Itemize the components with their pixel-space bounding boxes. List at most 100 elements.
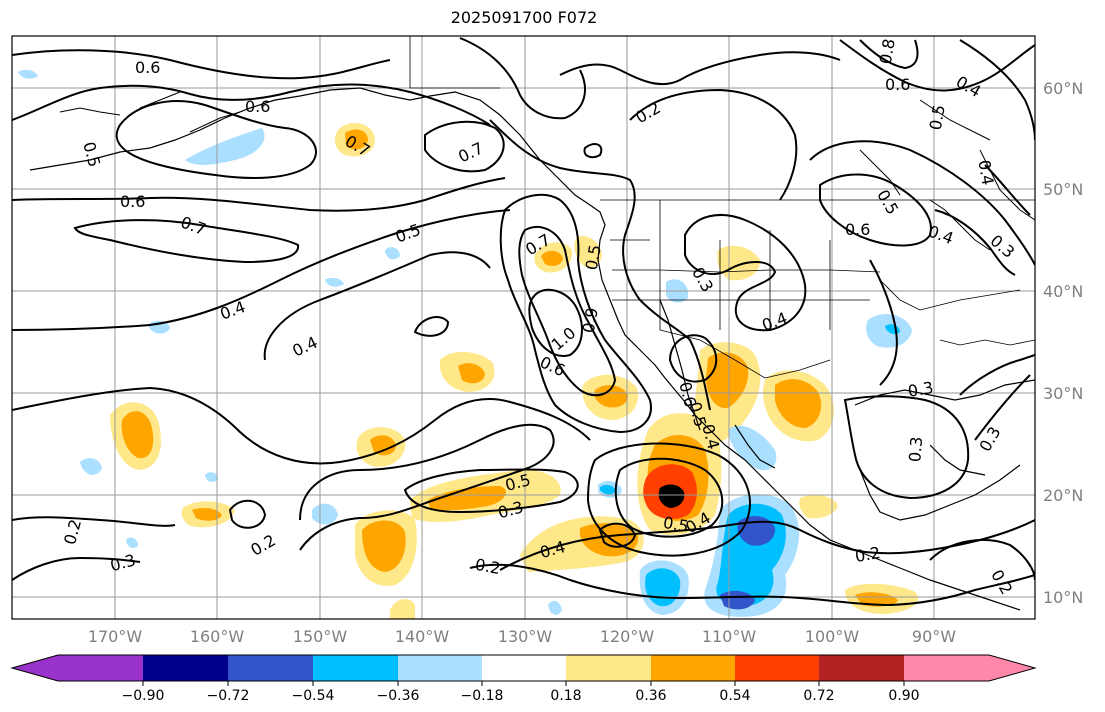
colorbar-tick-label: 0.18 <box>550 688 581 704</box>
colorbar-segment <box>482 655 566 681</box>
contour <box>459 37 586 120</box>
contour <box>668 334 718 383</box>
contour-label: 0.2 <box>853 543 881 566</box>
shade-positive <box>799 494 838 519</box>
colorbar-tick-label: 0.90 <box>888 688 919 704</box>
lon-label: 100°W <box>805 627 860 646</box>
shade-negative <box>312 503 338 525</box>
contour <box>629 88 798 201</box>
contour <box>73 219 300 264</box>
lon-label: 120°W <box>600 627 655 646</box>
contour-label: 0.5 <box>926 103 949 131</box>
shade-positive <box>121 411 154 459</box>
lat-label: 10°N <box>1043 588 1083 607</box>
shade-positive <box>579 523 639 557</box>
lat-label: 60°N <box>1043 79 1083 98</box>
shade-negative <box>80 458 102 475</box>
colorbar-segment <box>398 655 482 681</box>
contour <box>598 522 637 548</box>
shade-negative <box>18 69 38 79</box>
contour <box>869 259 898 386</box>
contour <box>12 177 506 212</box>
shade-negative <box>385 247 400 260</box>
contour <box>528 288 583 357</box>
shade-positive <box>458 363 485 384</box>
shade-negative <box>205 472 218 483</box>
contour <box>403 468 579 514</box>
contour <box>819 173 932 247</box>
contour <box>299 423 555 551</box>
contour-label: 0.6 <box>845 220 870 239</box>
contour <box>115 100 317 179</box>
shade-positive <box>574 235 602 268</box>
lat-label: 30°N <box>1043 384 1083 403</box>
lon-label: 110°W <box>702 627 757 646</box>
contour <box>934 209 1016 276</box>
contour-label: 0.6 <box>245 97 270 116</box>
colorbar-outline <box>10 654 1037 682</box>
contour-label: 0.6 <box>885 75 910 94</box>
shade-positive <box>541 250 563 266</box>
contour <box>929 539 1035 581</box>
contour <box>809 140 1035 266</box>
lon-label: 150°W <box>293 627 348 646</box>
contour <box>684 214 807 332</box>
colorbar-tick-label: −0.18 <box>461 688 504 704</box>
contour <box>614 457 724 538</box>
contour <box>984 164 1031 216</box>
contour <box>12 386 591 465</box>
contour-label: 0.3 <box>906 378 934 401</box>
shading-layer <box>18 69 919 619</box>
map-title: 2025091700 F072 <box>450 8 598 27</box>
contour <box>843 395 970 500</box>
contour-label: 0.5 <box>582 243 605 271</box>
contour-label: 0.4 <box>974 158 997 186</box>
shade-negative <box>728 425 777 471</box>
contour <box>518 225 617 397</box>
contour <box>489 119 711 411</box>
contour <box>974 374 1031 441</box>
shade-negative <box>548 600 562 615</box>
colorbar-tick-label: −0.36 <box>377 688 420 704</box>
lon-label: 160°W <box>190 627 245 646</box>
contour-label: 0.6 <box>120 192 145 211</box>
contour <box>12 209 511 331</box>
contour <box>839 39 1035 92</box>
latitude-labels: 60°N 50°N 40°N 30°N 20°N 10°N <box>1043 79 1083 607</box>
lat-label: 40°N <box>1043 282 1083 301</box>
colorbar-segment <box>904 655 989 681</box>
contour <box>228 499 267 529</box>
contour-label: 0.9 <box>579 306 602 334</box>
shade-negative <box>126 537 138 548</box>
lon-label: 130°W <box>498 627 553 646</box>
contour-lines <box>12 37 1035 607</box>
shade-positive <box>390 599 415 619</box>
contour-label: 0.2 <box>474 555 502 578</box>
contour <box>263 251 491 361</box>
shade-negative <box>600 484 616 495</box>
shade-negative <box>185 128 265 165</box>
colorbar-segment <box>228 655 313 681</box>
colorbar-segment <box>651 655 735 681</box>
coastlines <box>29 36 1035 611</box>
contour <box>12 49 391 80</box>
contour <box>499 519 1035 571</box>
longitude-labels: 170°W 160°W 150°W 140°W 130°W 120°W 110°… <box>88 627 956 646</box>
colorbar-tick-label: −0.90 <box>122 688 165 704</box>
shade-positive <box>345 129 368 150</box>
contour <box>959 354 1035 396</box>
colorbar-segment <box>819 655 904 681</box>
lon-label: 170°W <box>88 627 143 646</box>
contour <box>583 143 603 159</box>
lat-label: 20°N <box>1043 486 1083 505</box>
contour <box>12 83 491 126</box>
shade-positive <box>370 435 396 456</box>
contour-label: 0.8 <box>876 37 899 65</box>
map-background <box>12 36 1035 619</box>
contour <box>859 39 919 70</box>
shade-positive <box>192 507 222 521</box>
contour <box>413 316 450 337</box>
contour <box>499 193 652 434</box>
shade-positive <box>658 484 685 508</box>
contour-label: 0.6 <box>135 58 160 77</box>
